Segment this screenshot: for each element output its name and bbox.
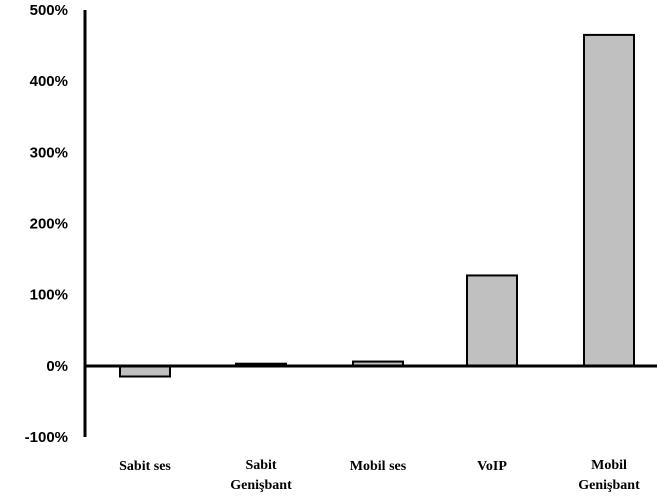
bar (583, 33, 635, 367)
y-tick-labels: 500% 400% 300% 200% 100% 0% -100% (25, 2, 68, 446)
x-tick-label: Mobil ses (350, 459, 407, 474)
x-tick-label-line: Mobil ses (350, 459, 407, 474)
y-tick-label: -100% (25, 429, 68, 446)
x-tick-label-line: Sabit (245, 458, 276, 473)
y-tick-label: 500% (30, 2, 68, 19)
x-tick-labels: Sabit ses Sabit Genişbant Mobil ses VoIP Mobi… (119, 458, 640, 493)
x-tick-label-line: Mobil (591, 458, 627, 473)
bars-layer (119, 33, 635, 378)
x-tick-label-line: Genişbant (230, 478, 292, 493)
x-tick-label-line: VoIP (477, 459, 507, 474)
y-tick-label: 400% (30, 73, 68, 90)
x-tick-label-line: Sabit ses (119, 459, 171, 474)
x-tick-label: Mobil Genişbant (578, 458, 640, 493)
x-tick-label-line: Genişbant (578, 478, 640, 493)
y-tick-label: 300% (30, 144, 68, 161)
y-tick-label: 100% (30, 287, 68, 304)
axes-layer (83, 10, 657, 437)
bar (466, 274, 518, 367)
x-tick-label: Sabit ses (119, 459, 171, 474)
y-tick-label: 200% (30, 216, 68, 233)
y-tick-label: 0% (46, 358, 68, 375)
x-tick-label: VoIP (477, 459, 507, 474)
x-tick-label: Sabit Genişbant (230, 458, 292, 493)
